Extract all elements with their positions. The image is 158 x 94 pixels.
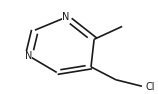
Text: Cl: Cl: [146, 82, 155, 92]
Text: N: N: [25, 51, 32, 61]
Text: N: N: [62, 12, 70, 22]
